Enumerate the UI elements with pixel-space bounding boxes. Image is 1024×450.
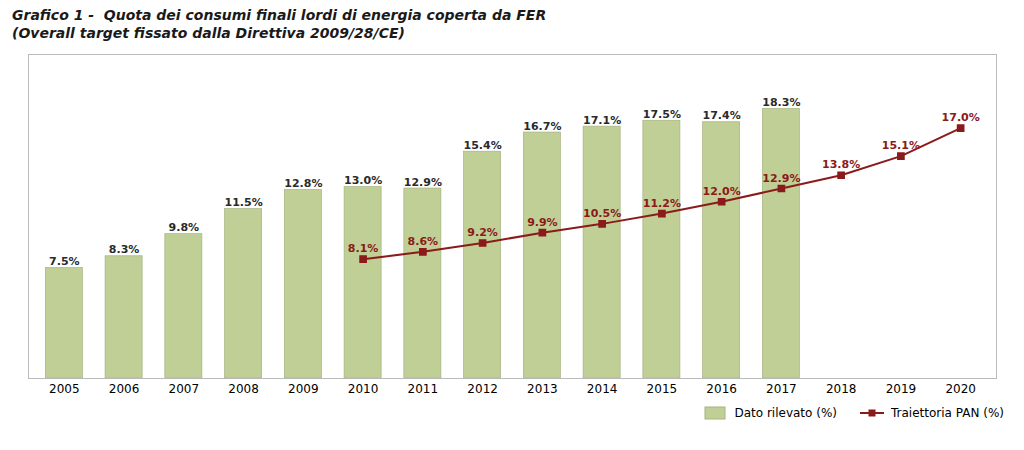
svg-text:2013: 2013 bbox=[527, 382, 558, 396]
svg-text:8.1%: 8.1% bbox=[348, 242, 379, 255]
html-text:Grafico 1 - Quota dei consumi: Grafico 1 - Quota dei consumi finali lor… bbox=[12, 7, 547, 23]
svg-text:2006: 2006 bbox=[109, 382, 140, 396]
svg-text:12.0%: 12.0% bbox=[703, 185, 741, 198]
svg-text:2016: 2016 bbox=[706, 382, 737, 396]
svg-text:8.6%: 8.6% bbox=[408, 235, 439, 248]
svg-text:2008: 2008 bbox=[228, 382, 259, 396]
svg-text:10.5%: 10.5% bbox=[583, 207, 621, 220]
svg-text:2011: 2011 bbox=[408, 382, 439, 396]
html-text:Traiettoria PAN (%): Traiettoria PAN (%) bbox=[891, 406, 1004, 420]
svg-text:13.0%: 13.0% bbox=[344, 174, 382, 187]
svg-text:2019: 2019 bbox=[886, 382, 917, 396]
html-text:(Overall target fissato dalla: (Overall target fissato dalla Direttiva … bbox=[12, 25, 405, 41]
svg-text:7.5%: 7.5% bbox=[49, 255, 80, 268]
svg-text:12.9%: 12.9% bbox=[404, 176, 442, 189]
svg-text:11.5%: 11.5% bbox=[225, 196, 263, 209]
svg-text:9.9%: 9.9% bbox=[527, 216, 558, 229]
svg-text:13.8%: 13.8% bbox=[822, 158, 860, 171]
svg-text:15.4%: 15.4% bbox=[464, 139, 502, 152]
svg-text:16.7%: 16.7% bbox=[523, 120, 561, 133]
svg-text:2017: 2017 bbox=[766, 382, 797, 396]
svg-text:11.2%: 11.2% bbox=[643, 197, 681, 210]
svg-text:8.3%: 8.3% bbox=[109, 243, 140, 256]
svg-text:17.1%: 17.1% bbox=[583, 114, 621, 127]
svg-text:2010: 2010 bbox=[348, 382, 379, 396]
svg-text:17.5%: 17.5% bbox=[643, 108, 681, 121]
svg-text:2012: 2012 bbox=[467, 382, 498, 396]
svg-text:2015: 2015 bbox=[647, 382, 678, 396]
svg-text:2007: 2007 bbox=[169, 382, 200, 396]
svg-text:12.9%: 12.9% bbox=[762, 172, 800, 185]
svg-text:12.8%: 12.8% bbox=[284, 177, 322, 190]
svg-text:17.0%: 17.0% bbox=[942, 111, 980, 124]
svg-text:17.4%: 17.4% bbox=[703, 109, 741, 122]
svg-text:9.2%: 9.2% bbox=[467, 226, 498, 239]
svg-text:2020: 2020 bbox=[945, 382, 976, 396]
svg-text:2018: 2018 bbox=[826, 382, 857, 396]
svg-text:2009: 2009 bbox=[288, 382, 319, 396]
svg-text:9.8%: 9.8% bbox=[169, 221, 200, 234]
svg-text:18.3%: 18.3% bbox=[762, 96, 800, 109]
svg-text:2005: 2005 bbox=[49, 382, 80, 396]
svg-text:15.1%: 15.1% bbox=[882, 139, 920, 152]
svg-text:2014: 2014 bbox=[587, 382, 618, 396]
html-text:Dato rilevato (%): Dato rilevato (%) bbox=[734, 406, 837, 420]
